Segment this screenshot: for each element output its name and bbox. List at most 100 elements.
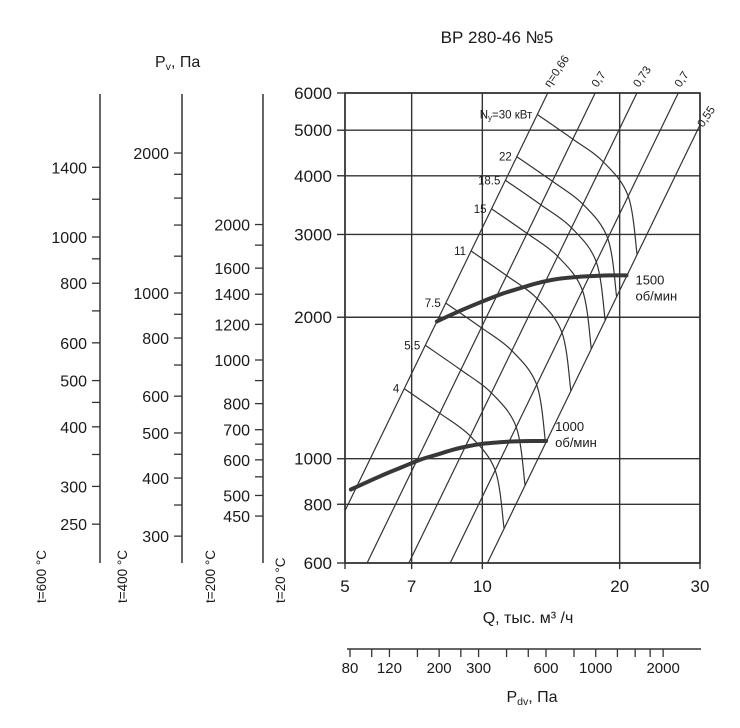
scale-tick-label: 2000 [133, 146, 169, 163]
grid [344, 92, 701, 564]
efficiency-line [408, 92, 638, 564]
power-label: 22 [499, 152, 512, 164]
flow-axis: 5 7 10 20 30 Q, тыс. м³ /ч [340, 563, 709, 627]
scale-tick-label: 600 [60, 336, 87, 353]
scale-tick-label: 400 [142, 471, 169, 488]
x-tick-label: 5 [340, 577, 349, 596]
rpm-label-line1: 1000 [555, 419, 584, 434]
power-curve-11 [470, 250, 572, 392]
power-label: Nу=30 кВт [480, 109, 533, 122]
scale-tick-label: 500 [60, 374, 87, 391]
y-tick-label: 800 [304, 495, 332, 514]
efficiency-labels: η=0,66 0,7 0,73 0,70,55 [542, 54, 718, 130]
efficiency-label: η=0,66 [542, 54, 572, 90]
power-label: 11 [454, 246, 466, 258]
efficiency-label: 0,7 [590, 70, 609, 90]
rpm-label-line1: 1500 [635, 272, 664, 287]
pdv-tick-label: 300 [466, 660, 491, 677]
power-curve-18.5 [505, 179, 606, 321]
power-curve-30 [536, 114, 638, 255]
scale-tick-label: 600 [223, 453, 250, 470]
y-tick-label: 3000 [294, 225, 332, 244]
scale-tick-label: 1000 [51, 230, 87, 247]
y-tick-label: 6000 [294, 84, 332, 103]
scale-tick-label: 450 [223, 509, 250, 526]
x-axis-title: Q, тыс. м³ /ч [483, 610, 574, 627]
y-tick-label: 600 [304, 554, 332, 573]
temperature-label: t=200 °C [203, 550, 218, 603]
efficiency-label: 0,7 [673, 70, 692, 90]
y-tick-label: 1000 [294, 450, 332, 469]
temperature-label-t20: t=20 °C [273, 557, 288, 603]
chart-title: ВР 280-46 №5 [440, 28, 554, 47]
efficiency-line [449, 92, 679, 564]
pressure-scale-2: 2000 1000 800 600 500 400 300 t=400 °C [115, 94, 183, 603]
y-tick-label: 2000 [294, 308, 332, 327]
scale-tick-label: 2000 [214, 218, 250, 235]
efficiency-line [486, 124, 701, 564]
efficiency-label: 0,55 [696, 104, 718, 129]
pdv-tick-label: 2000 [646, 660, 679, 677]
scale-tick-label: 1000 [214, 353, 250, 370]
power-label: 7.5 [425, 298, 441, 310]
scale-tick-label: 1400 [214, 287, 250, 304]
pdv-tick-label: 1000 [579, 660, 612, 677]
rpm-curve-1000 [348, 439, 549, 492]
x-tick-label: 30 [691, 577, 710, 596]
scale-tick-label: 250 [60, 517, 87, 534]
rpm-curve-group-1500 [434, 273, 629, 324]
scale-tick-label: 600 [142, 389, 169, 406]
scale-tick-label: 800 [142, 331, 169, 348]
power-label: 4 [393, 384, 400, 396]
pressure-axis-t20: 600 800 1000 2000 3000 4000 5000 6000 t=20 °C [273, 84, 345, 603]
scale-tick-label: 500 [223, 488, 250, 505]
pdv-tick-label: 120 [377, 660, 402, 677]
rpm-curve-group-1000 [348, 439, 549, 492]
power-curve-5.5 [424, 344, 526, 486]
rpm-label-line2: об/мин [635, 288, 677, 303]
x-tick-label: 10 [473, 577, 492, 596]
scale-tick-label: 800 [223, 397, 250, 414]
scale-tick-label: 800 [60, 276, 87, 293]
scale-tick-label: 300 [60, 479, 87, 496]
power-label: 5.5 [404, 340, 420, 352]
scale-tick-label: 300 [142, 529, 169, 546]
scale-tick-label: 500 [142, 426, 169, 443]
power-label: 18.5 [478, 175, 500, 187]
temperature-label: t=400 °C [115, 550, 130, 603]
scale-tick-label: 1600 [214, 261, 250, 278]
efficiency-lines [344, 92, 701, 564]
power-curves [403, 114, 638, 529]
power-curve-4 [403, 388, 505, 529]
y-tick-label: 4000 [294, 167, 332, 186]
scale-tick-label: 400 [60, 420, 87, 437]
pressure-scale-3: 2000 1600 1400 1200 1000 800 700 600 500 450 t=200… [203, 94, 264, 603]
rpm-curve-1500 [434, 273, 629, 324]
pdv-tick-label: 600 [533, 660, 558, 677]
efficiency-label: 0,73 [631, 64, 653, 89]
temperature-label: t=600 °C [34, 550, 49, 603]
x-tick-label: 7 [407, 577, 416, 596]
scale-tick-label: 1000 [133, 286, 169, 303]
pv-header: Pv, Па [155, 54, 200, 73]
x-tick-label: 20 [610, 577, 629, 596]
pdv-tick-label: 200 [427, 660, 452, 677]
scale-tick-label: 700 [223, 423, 250, 440]
rpm-label-line2: об/мин [555, 435, 597, 450]
y-tick-label: 5000 [294, 121, 332, 140]
power-label: 15 [474, 204, 487, 216]
pdv-tick-label: 80 [342, 660, 359, 677]
power-curve-22 [516, 156, 618, 297]
power-curve-15 [491, 208, 592, 349]
y-axis-title: Pv, Па [155, 54, 200, 73]
pdv-axis-title: Pdv, Па [506, 689, 557, 708]
pressure-scale-1: 1400 1000 800 600 500 400 300 250 t=600 °C [34, 94, 101, 603]
dynamic-pressure-axis: 80 120 200 300 600 1000 2000 Pdv, Па [342, 648, 701, 708]
scale-tick-label: 1400 [51, 160, 87, 177]
power-curve-7.5 [445, 302, 547, 444]
scale-tick-label: 1200 [214, 317, 250, 334]
